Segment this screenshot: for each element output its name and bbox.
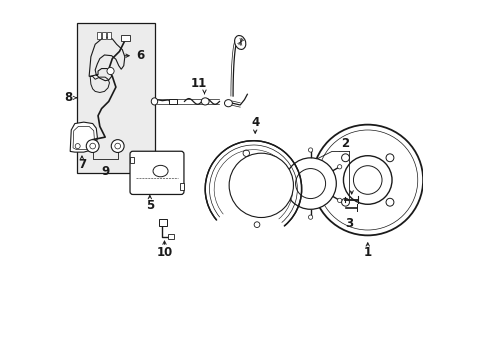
Polygon shape xyxy=(70,122,97,152)
Bar xyxy=(159,219,166,226)
Ellipse shape xyxy=(201,98,209,105)
Bar xyxy=(169,99,177,104)
Circle shape xyxy=(111,140,124,153)
Bar xyxy=(97,32,101,39)
Circle shape xyxy=(86,140,99,153)
Circle shape xyxy=(285,158,336,209)
Ellipse shape xyxy=(151,98,157,105)
Circle shape xyxy=(308,215,312,219)
Text: 8: 8 xyxy=(64,91,72,104)
Circle shape xyxy=(308,148,312,152)
Bar xyxy=(130,157,134,163)
Text: 11: 11 xyxy=(191,77,207,90)
Circle shape xyxy=(279,198,283,203)
Bar xyxy=(102,32,106,39)
Text: 9: 9 xyxy=(101,165,109,178)
Bar xyxy=(168,234,174,239)
Text: 2: 2 xyxy=(340,137,348,150)
Circle shape xyxy=(337,198,341,203)
FancyBboxPatch shape xyxy=(130,151,183,194)
Circle shape xyxy=(107,67,114,75)
Circle shape xyxy=(337,165,341,169)
Circle shape xyxy=(279,165,283,169)
Text: 7: 7 xyxy=(78,158,86,171)
Text: 6: 6 xyxy=(136,49,144,62)
Text: 4: 4 xyxy=(250,116,259,129)
Ellipse shape xyxy=(234,36,245,49)
Text: 3: 3 xyxy=(345,217,352,230)
Bar xyxy=(77,23,155,173)
Text: 10: 10 xyxy=(156,246,172,258)
Bar xyxy=(107,32,111,39)
Text: 1: 1 xyxy=(363,246,371,259)
Bar xyxy=(179,183,183,190)
Circle shape xyxy=(229,153,293,217)
Ellipse shape xyxy=(224,100,232,107)
Text: 5: 5 xyxy=(145,199,154,212)
Bar xyxy=(121,35,130,41)
